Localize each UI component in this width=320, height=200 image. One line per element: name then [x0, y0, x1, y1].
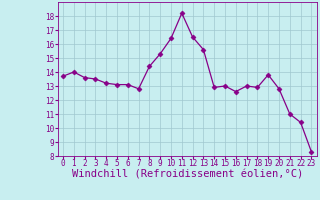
X-axis label: Windchill (Refroidissement éolien,°C): Windchill (Refroidissement éolien,°C) [72, 170, 303, 180]
